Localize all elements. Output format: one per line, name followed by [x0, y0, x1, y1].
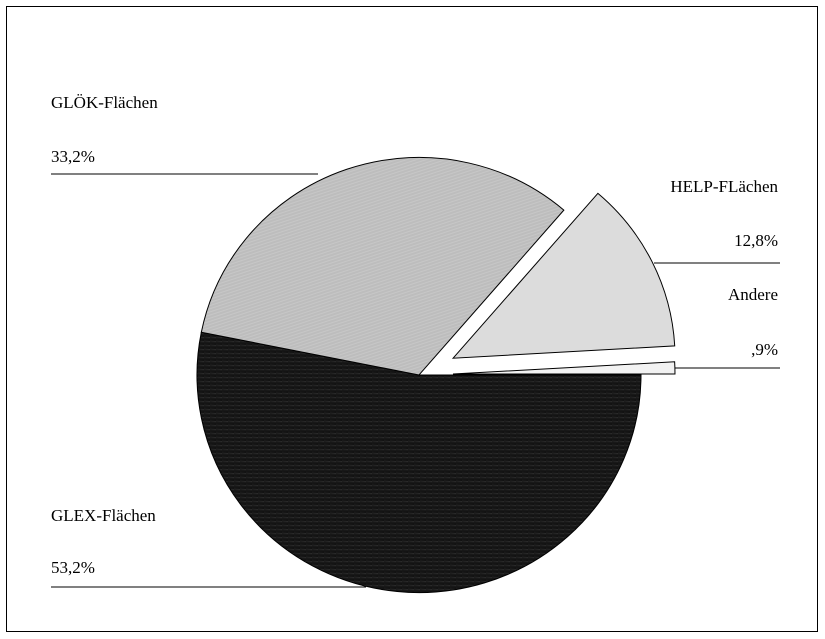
pie-slices [196, 156, 676, 594]
label-help-value: 12,8% [734, 231, 778, 250]
label-glok-value: 33,2% [51, 147, 95, 166]
label-andere-value: ,9% [751, 340, 778, 359]
slice-glex [196, 331, 642, 594]
slice-glok [200, 156, 565, 376]
label-glok-name: GLÖK-Flächen [51, 93, 158, 112]
leader-lines [51, 173, 780, 588]
slice-andere [452, 361, 676, 375]
label-glex-name: GLEX-Flächen [51, 506, 156, 525]
label-andere-name: Andere [728, 285, 778, 304]
label-help-name: HELP-FLächen [670, 177, 778, 196]
label-glex-value: 53,2% [51, 558, 95, 577]
slice-help [451, 192, 676, 359]
